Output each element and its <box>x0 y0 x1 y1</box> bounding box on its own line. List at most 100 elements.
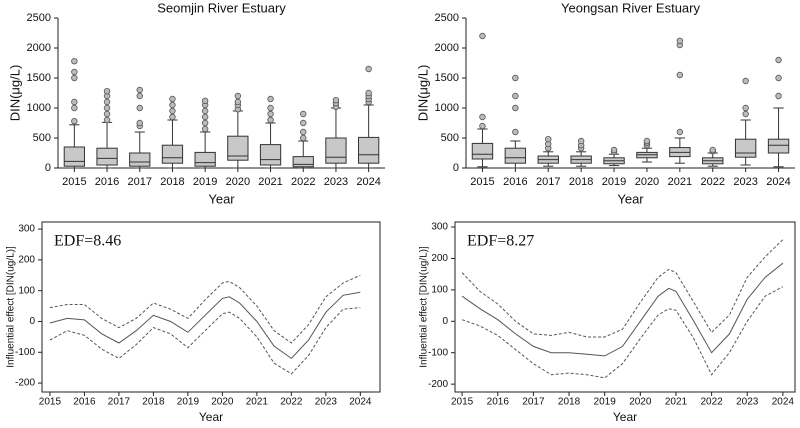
x-tick-label: 2018 <box>569 176 593 188</box>
y-tick-label: 2500 <box>27 12 51 24</box>
outlier <box>201 125 209 133</box>
box <box>161 144 184 164</box>
outlier <box>71 58 78 65</box>
y-tick-label: 1500 <box>435 72 459 84</box>
outlier <box>300 110 307 118</box>
y-axis-label: Influential effect [DIN(ug/L)] <box>419 246 430 368</box>
x-tick-label: 2020 <box>211 397 234 408</box>
x-tick-label: 2019 <box>177 397 200 408</box>
y-tick-label: 100 <box>18 285 35 296</box>
y-axis-label: Influential effect [DIN(ug/L)] <box>6 246 17 368</box>
box <box>767 138 790 154</box>
outlier <box>300 134 307 142</box>
edf-annotation: EDF=8.27 <box>467 233 534 250</box>
chart-title: Seomjin River Estuary <box>157 0 286 15</box>
x-tick-label: 2015 <box>62 176 86 188</box>
y-tick-label: -200 <box>15 378 35 389</box>
y-tick-label: 2000 <box>435 42 459 54</box>
box <box>471 142 494 160</box>
y-tick-label: 300 <box>18 224 35 235</box>
x-tick-label: 2017 <box>522 397 545 408</box>
fit-line <box>461 262 784 357</box>
x-tick-label: 2018 <box>160 176 184 188</box>
x-tick-label: 2022 <box>291 176 315 188</box>
x-tick-label: 2017 <box>128 176 152 188</box>
x-tick-label: 2020 <box>629 397 652 408</box>
outlier <box>577 137 585 145</box>
x-tick-label: 2015 <box>470 176 494 188</box>
outlier <box>234 92 242 100</box>
outlier <box>103 104 111 112</box>
x-tick-label: 2024 <box>772 397 795 408</box>
x-tick-label: 2016 <box>487 397 510 408</box>
x-tick-label: 2022 <box>701 176 725 188</box>
x-tick-label: 2019 <box>602 176 626 188</box>
outlier <box>169 107 176 115</box>
outlier <box>169 95 176 103</box>
y-tick-label: 2000 <box>27 42 51 54</box>
y-tick-label: 0 <box>442 316 448 327</box>
outlier <box>512 104 519 112</box>
outlier <box>71 104 78 112</box>
box <box>504 147 527 164</box>
x-axis-label: Year <box>617 191 644 206</box>
x-axis-label: Year <box>199 410 223 424</box>
outlier <box>300 119 307 127</box>
outlier <box>267 95 274 103</box>
y-tick-label: 500 <box>33 132 51 144</box>
x-tick-label: 2021 <box>668 176 692 188</box>
x-tick-label: 2022 <box>700 397 723 408</box>
box <box>227 135 249 161</box>
outlier <box>71 74 78 82</box>
outlier <box>169 113 176 121</box>
outlier <box>332 96 340 104</box>
y-axis-label: DIN(μg/L) <box>7 65 22 122</box>
x-tick-label: 2020 <box>635 176 659 188</box>
y-tick-label: -100 <box>15 347 35 358</box>
x-axis-label: Year <box>208 191 235 206</box>
outlier <box>709 146 716 154</box>
box <box>358 136 380 164</box>
box <box>259 144 282 166</box>
outlier <box>479 113 486 121</box>
outlier <box>479 32 486 40</box>
y-tick-label: 500 <box>441 132 459 144</box>
x-tick-label: 2016 <box>95 176 119 188</box>
outlier <box>610 146 618 154</box>
x-tick-label: 2022 <box>280 397 303 408</box>
y-axis-label: DIN(μg/L) <box>415 65 430 122</box>
outlier <box>643 137 651 145</box>
outlier <box>136 119 143 127</box>
outlier <box>71 117 78 125</box>
outlier <box>201 119 209 127</box>
outlier <box>775 74 782 82</box>
outlier <box>201 107 209 115</box>
outlier <box>742 77 749 85</box>
x-tick-label: 2016 <box>503 176 527 188</box>
x-tick-label: 2019 <box>594 397 617 408</box>
outlier <box>545 135 552 143</box>
plot-frame <box>41 221 381 393</box>
outlier <box>103 87 111 95</box>
y-tick-label: 0 <box>45 162 51 174</box>
y-tick-label: 200 <box>431 253 448 264</box>
box <box>734 138 757 158</box>
outlier <box>201 113 209 121</box>
outlier <box>267 104 274 112</box>
x-tick-label: 2019 <box>193 176 217 188</box>
x-tick-label: 2023 <box>736 397 759 408</box>
outlier <box>267 110 274 118</box>
y-tick-label: -100 <box>428 347 448 358</box>
outlier <box>676 37 684 44</box>
y-tick-label: 1000 <box>27 102 51 114</box>
y-tick-label: 200 <box>18 255 35 266</box>
outlier <box>676 128 684 136</box>
outlier <box>676 71 684 79</box>
box <box>325 137 347 164</box>
outlier <box>71 98 78 106</box>
confidence-line <box>461 239 784 338</box>
outlier <box>775 56 782 64</box>
outlier <box>169 101 176 109</box>
y-tick-label: 300 <box>431 222 448 233</box>
